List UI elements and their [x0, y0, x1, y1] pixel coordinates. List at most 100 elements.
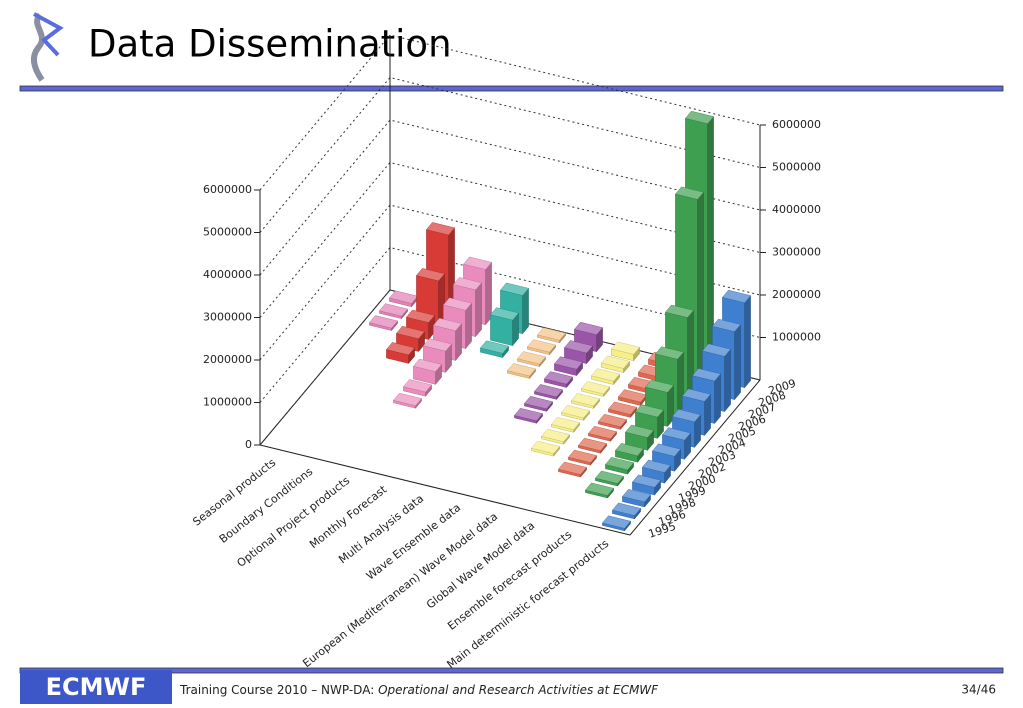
bar-top [433, 317, 462, 331]
bar-top [453, 277, 482, 291]
bar [561, 405, 590, 421]
bar-side [724, 348, 731, 413]
bar [598, 414, 627, 430]
bar-top [554, 356, 583, 370]
bar [605, 457, 634, 475]
bar-top [393, 392, 422, 406]
bar-top [396, 325, 425, 339]
bar-top [712, 318, 741, 332]
bar-top [595, 470, 624, 484]
bar-top [652, 443, 681, 457]
bar-top [527, 339, 556, 353]
bar-top [480, 340, 509, 354]
bar-top [598, 414, 627, 428]
y-tick-label-right: 5000000 [772, 161, 821, 174]
bar [618, 389, 647, 407]
footer-subject: Operational and Research Activities at E… [378, 683, 659, 697]
bar-top [605, 457, 634, 471]
bar [544, 371, 573, 389]
grid-line [259, 161, 761, 318]
bar [413, 358, 442, 385]
bar-top [463, 256, 492, 270]
y-tick-label: 0 [245, 438, 252, 451]
bar [386, 342, 415, 364]
bar-top [642, 459, 671, 473]
bar [568, 449, 597, 466]
grid-line [259, 204, 761, 361]
bar [517, 351, 546, 368]
bar-top [541, 428, 570, 442]
bar [541, 428, 570, 445]
bar-top [544, 371, 573, 385]
bar [585, 482, 614, 499]
grid-line [259, 76, 761, 233]
bar-top [645, 379, 674, 393]
bar [625, 424, 654, 451]
bar-top [611, 341, 640, 355]
bar-top [585, 482, 614, 496]
bar [389, 290, 418, 308]
bar [524, 396, 553, 412]
bar [558, 461, 587, 478]
bar [537, 327, 566, 344]
bar-top [558, 461, 587, 475]
bar-top [625, 424, 654, 438]
y-tick-label-right: 2000000 [772, 288, 821, 301]
bar-top [386, 342, 415, 356]
bar [480, 340, 509, 359]
y-tick-label-right: 1000000 [772, 331, 821, 344]
y-tick-label-right: 4000000 [772, 203, 821, 216]
bar-top [490, 307, 519, 321]
bar [602, 515, 631, 532]
bar [554, 356, 583, 377]
logo [30, 12, 64, 82]
bar-top [406, 309, 435, 323]
slide-title: Data Dissemination [88, 23, 452, 66]
bar [588, 425, 617, 442]
footer-text: Training Course 2010 – NWP-DA: Operation… [179, 683, 659, 697]
bar-top [561, 405, 590, 419]
bar [534, 384, 563, 400]
header-rule [19, 85, 1004, 92]
footer-logo-box [20, 670, 172, 704]
bar-top [588, 425, 617, 440]
bar-side [475, 282, 482, 338]
series-label: Boundary Conditions [217, 465, 316, 546]
bar [393, 392, 422, 409]
bar-top [423, 338, 452, 352]
bar-top [500, 282, 529, 296]
footer-logo: ECMWF [46, 673, 147, 701]
bar-top [551, 416, 580, 431]
bar-top [578, 437, 607, 451]
bar-top [662, 427, 691, 441]
grid-line [259, 246, 761, 403]
bar-top [379, 303, 408, 317]
bar-side [465, 302, 472, 350]
bar [507, 363, 536, 380]
bar [595, 470, 624, 487]
bar-top [685, 110, 714, 124]
y-tick-label: 5000000 [203, 226, 252, 239]
y-tick-label: 2000000 [203, 353, 252, 366]
bar-top [635, 404, 664, 418]
bar-top [692, 368, 721, 382]
plot: 0 1000000 1000000 2000000 2000000 3000000 3000… [190, 34, 821, 671]
bar-top [622, 489, 651, 503]
bar-top [416, 268, 445, 282]
bar [396, 325, 425, 353]
bar-top [591, 368, 620, 382]
y-tick-label: 4000000 [203, 268, 252, 281]
bar-top [615, 443, 644, 457]
bar-side [744, 295, 751, 389]
bar [611, 341, 640, 362]
footer-course: Training Course 2010 – NWP-DA: [179, 683, 378, 697]
bar-top [403, 379, 432, 393]
bar-side [522, 287, 529, 335]
y-tick-label: 6000000 [203, 183, 252, 196]
grid-line [259, 34, 761, 191]
bar [615, 443, 644, 463]
bar-top [665, 304, 694, 318]
bar [571, 393, 600, 409]
